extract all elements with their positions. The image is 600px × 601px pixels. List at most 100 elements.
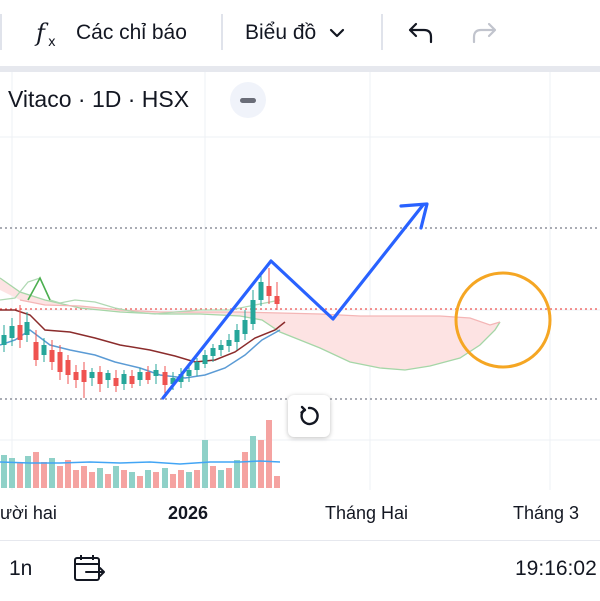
candle-body	[218, 345, 224, 350]
redo-button[interactable]	[469, 0, 501, 66]
volume-bar	[121, 470, 127, 488]
candle-body	[121, 374, 127, 384]
volume-bar	[9, 458, 15, 488]
chart-type-label: Biểu đồ	[245, 21, 317, 44]
function-fx-icon: f x	[34, 16, 68, 50]
redo-icon	[469, 17, 501, 49]
symbol-title[interactable]: Vitaco · 1D · HSX	[8, 85, 190, 112]
date-range-button[interactable]	[72, 553, 106, 585]
candlestick-series	[1, 268, 280, 398]
volume-bar	[129, 472, 135, 488]
candle-body	[145, 372, 151, 380]
candle-body	[9, 326, 15, 338]
volume-bar	[49, 458, 55, 488]
volume-bar	[97, 468, 103, 488]
candle-body	[153, 370, 159, 376]
candle-body	[89, 372, 95, 378]
toolbar-separator	[381, 14, 383, 50]
candle-body	[194, 362, 200, 370]
volume-bar	[1, 455, 7, 488]
candle-body	[73, 372, 79, 380]
volume-bar	[105, 474, 111, 488]
volume-bar	[25, 456, 31, 488]
svg-text:x: x	[48, 35, 56, 50]
volume-bar	[81, 466, 87, 488]
volume-bar	[153, 472, 159, 488]
volume-bar	[113, 466, 119, 488]
price-chart[interactable]	[0, 72, 600, 540]
candle-body	[81, 370, 87, 382]
volume-bar	[41, 462, 47, 488]
toolbar-divider	[0, 66, 600, 72]
volume-bar	[274, 476, 280, 488]
chart-pane[interactable]	[0, 72, 600, 540]
x-axis-tick: Tháng 3	[513, 503, 580, 523]
candle-body	[242, 320, 248, 334]
candle-body	[137, 372, 143, 380]
volume-bar	[266, 420, 272, 488]
senkou-span-a	[0, 277, 501, 371]
svg-text:f: f	[34, 19, 49, 47]
volume-bar	[170, 474, 176, 488]
volume-bar	[218, 470, 224, 488]
volume-bar	[258, 440, 264, 488]
clock-timezone[interactable]: 19:16:02	[515, 557, 597, 580]
volume-bar	[162, 468, 168, 488]
candle-body	[170, 378, 176, 384]
candle-body	[1, 335, 7, 345]
vertical-gridlines	[11, 72, 551, 490]
candle-body	[57, 352, 63, 372]
volume-bar	[137, 476, 143, 488]
candle-body	[258, 282, 264, 300]
candle-body	[266, 286, 272, 296]
candle-body	[234, 330, 240, 342]
indicators-label: Các chỉ báo	[76, 21, 187, 44]
volume-series	[1, 420, 280, 488]
indicators-button[interactable]: f x Các chỉ báo	[34, 0, 187, 66]
candle-body	[33, 342, 39, 360]
rotate-reset-icon	[297, 404, 321, 428]
symbol-legend: Vitaco · 1D · HSX	[0, 84, 189, 114]
senkou-span-b	[19, 299, 501, 326]
highlight-circle-drawing	[454, 271, 552, 369]
undo-button[interactable]	[404, 0, 436, 66]
candle-body	[274, 296, 280, 304]
chikou-span	[0, 277, 281, 315]
x-axis-tick: ười hai	[0, 503, 57, 523]
candle-body	[250, 300, 256, 324]
undo-icon	[404, 17, 436, 49]
volume-bar	[57, 466, 63, 488]
candle-body	[41, 345, 47, 355]
candle-body	[210, 348, 216, 356]
volume-bar	[65, 460, 71, 488]
volume-bar	[178, 470, 184, 488]
chevron-down-icon	[328, 24, 346, 42]
volume-bar	[194, 470, 200, 488]
volume-moving-average	[0, 460, 281, 465]
interval-button[interactable]: 1n	[9, 557, 33, 580]
candle-body	[186, 370, 192, 376]
candle-body	[178, 374, 184, 382]
volume-bar	[73, 470, 79, 488]
candle-body	[162, 372, 168, 385]
toolbar-separator	[0, 14, 2, 50]
arrowhead	[399, 202, 429, 230]
candle-body	[24, 322, 30, 335]
chart-type-button[interactable]: Biểu đồ	[245, 0, 346, 66]
candle-body	[226, 340, 232, 346]
volume-bar	[202, 440, 208, 488]
volume-bar	[242, 452, 248, 488]
candle-body	[17, 325, 23, 340]
calendar-goto-icon	[72, 555, 106, 589]
chikou-peak	[27, 276, 51, 301]
kijun-line	[0, 309, 286, 363]
volume-bar	[186, 472, 192, 488]
volume-bar	[234, 460, 240, 488]
volume-bar	[89, 472, 95, 488]
trend-arrow-drawing	[161, 203, 425, 400]
candle-body	[129, 376, 135, 384]
reset-chart-button[interactable]	[288, 395, 330, 437]
volume-bar	[33, 452, 39, 488]
collapse-legend-button[interactable]	[230, 82, 266, 118]
x-axis-tick: 2026	[168, 503, 209, 523]
